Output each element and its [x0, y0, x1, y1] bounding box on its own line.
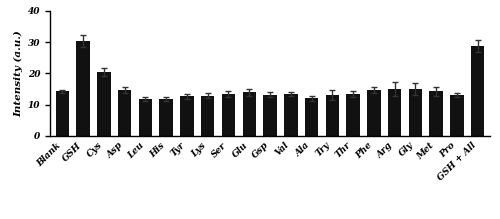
- Bar: [138, 99, 152, 136]
- Bar: [201, 95, 214, 136]
- Bar: [242, 92, 256, 136]
- Bar: [76, 41, 90, 136]
- Bar: [346, 94, 360, 136]
- Bar: [180, 96, 194, 136]
- Bar: [326, 95, 339, 136]
- Y-axis label: Intensity (a.u.): Intensity (a.u.): [14, 30, 24, 117]
- Bar: [97, 72, 110, 136]
- Bar: [222, 94, 235, 136]
- Bar: [264, 95, 276, 136]
- Bar: [388, 89, 402, 136]
- Bar: [284, 94, 298, 136]
- Bar: [450, 95, 464, 136]
- Bar: [367, 90, 380, 136]
- Bar: [160, 99, 173, 136]
- Bar: [305, 98, 318, 136]
- Bar: [408, 89, 422, 136]
- Bar: [56, 92, 69, 136]
- Bar: [471, 46, 484, 136]
- Bar: [430, 92, 443, 136]
- Bar: [118, 90, 132, 136]
